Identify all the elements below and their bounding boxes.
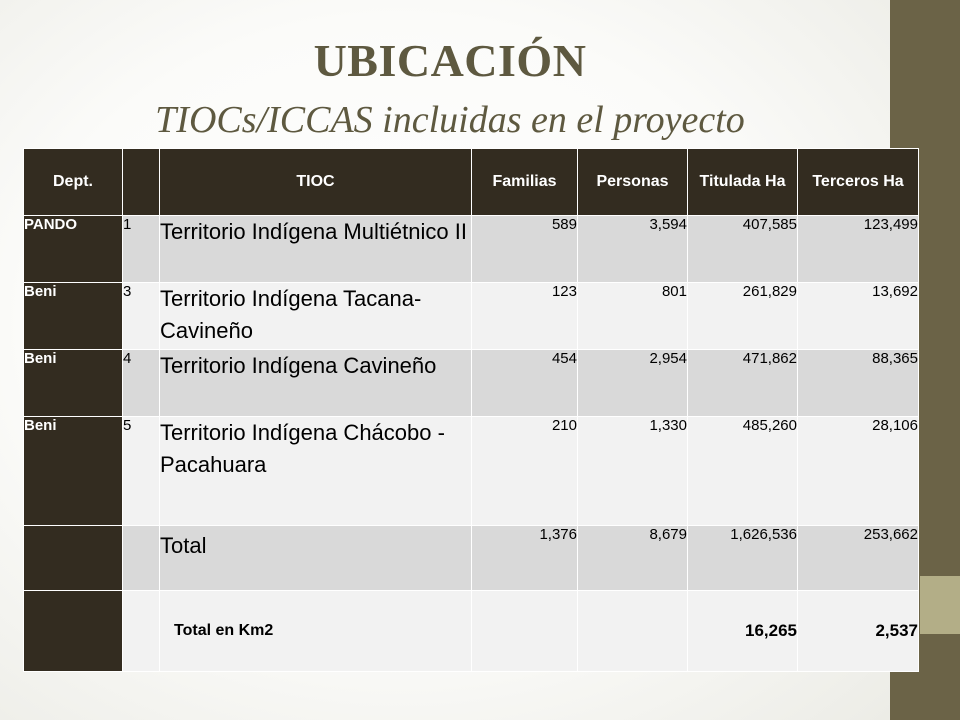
header-terceros: Terceros Ha [797,148,919,216]
cell-num: 3 [122,282,160,350]
slide-title: UBICACIÓN [313,35,587,86]
cell-personas: 801 [577,282,688,350]
cell-personas-empty [577,590,688,672]
cell-dept-empty [23,590,123,672]
cell-titulada: 471,862 [687,349,798,417]
total-titulada: 1,626,536 [687,525,798,591]
total-km2-label: Total en Km2 [159,590,472,672]
total-familias: 1,376 [471,525,578,591]
table-row: Beni 3 Territorio Indígena Tacana-Cavine… [23,282,919,350]
cell-familias: 210 [471,416,578,526]
total-label: Total [159,525,472,591]
cell-titulada: 407,585 [687,215,798,283]
cell-num: 1 [122,215,160,283]
total-km2-titulada: 16,265 [687,590,798,672]
cell-familias: 454 [471,349,578,417]
cell-personas: 3,594 [577,215,688,283]
cell-num: 4 [122,349,160,417]
cell-num-empty [122,525,160,591]
cell-dept: Beni [23,349,123,417]
cell-titulada: 261,829 [687,282,798,350]
total-personas: 8,679 [577,525,688,591]
table-header-row: Dept. TIOC Familias Personas Titulada Ha… [23,148,919,216]
slide-subtitle: TIOCs/ICCAS incluidas en el proyecto [155,99,745,141]
cell-terceros: 88,365 [797,349,919,417]
cell-num: 5 [122,416,160,526]
cell-titulada: 485,260 [687,416,798,526]
header-personas: Personas [577,148,688,216]
cell-terceros: 28,106 [797,416,919,526]
cell-familias: 123 [471,282,578,350]
cell-tioc: Territorio Indígena Tacana-Cavineño [159,282,472,350]
cell-tioc: Territorio Indígena Chácobo - Pacahuara [159,416,472,526]
cell-familias-empty [471,590,578,672]
table-row: Beni 4 Territorio Indígena Cavineño 454 … [23,349,919,417]
cell-personas: 2,954 [577,349,688,417]
total-terceros: 253,662 [797,525,919,591]
cell-dept: Beni [23,282,123,350]
cell-dept-empty [23,525,123,591]
cell-familias: 589 [471,215,578,283]
cell-personas: 1,330 [577,416,688,526]
cell-tioc: Territorio Indígena Cavineño [159,349,472,417]
table-row: PANDO 1 Territorio Indígena Multiétnico … [23,215,919,283]
total-km2-terceros: 2,537 [797,590,919,672]
tioc-table: Dept. TIOC Familias Personas Titulada Ha… [23,148,919,672]
header-dept: Dept. [23,148,123,216]
header-num [122,148,160,216]
total-row: Total 1,376 8,679 1,626,536 253,662 [23,525,919,591]
cell-tioc: Territorio Indígena Multiétnico II [159,215,472,283]
table-row: Beni 5 Territorio Indígena Chácobo - Pac… [23,416,919,526]
cell-dept: Beni [23,416,123,526]
cell-terceros: 13,692 [797,282,919,350]
header-titulada: Titulada Ha [687,148,798,216]
decorative-sidebar-accent [920,576,960,634]
header-familias: Familias [471,148,578,216]
total-km2-row: Total en Km2 16,265 2,537 [23,590,919,672]
cell-num-empty [122,590,160,672]
cell-dept: PANDO [23,215,123,283]
header-tioc: TIOC [159,148,472,216]
cell-terceros: 123,499 [797,215,919,283]
